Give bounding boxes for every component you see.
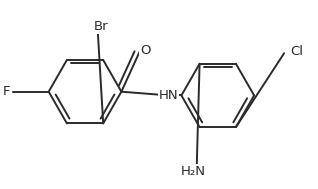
Text: Br: Br	[93, 20, 108, 33]
Text: HN: HN	[159, 89, 179, 102]
Text: O: O	[140, 44, 150, 57]
Text: F: F	[3, 85, 10, 98]
Text: H₂N: H₂N	[181, 165, 206, 178]
Text: Cl: Cl	[290, 45, 303, 58]
